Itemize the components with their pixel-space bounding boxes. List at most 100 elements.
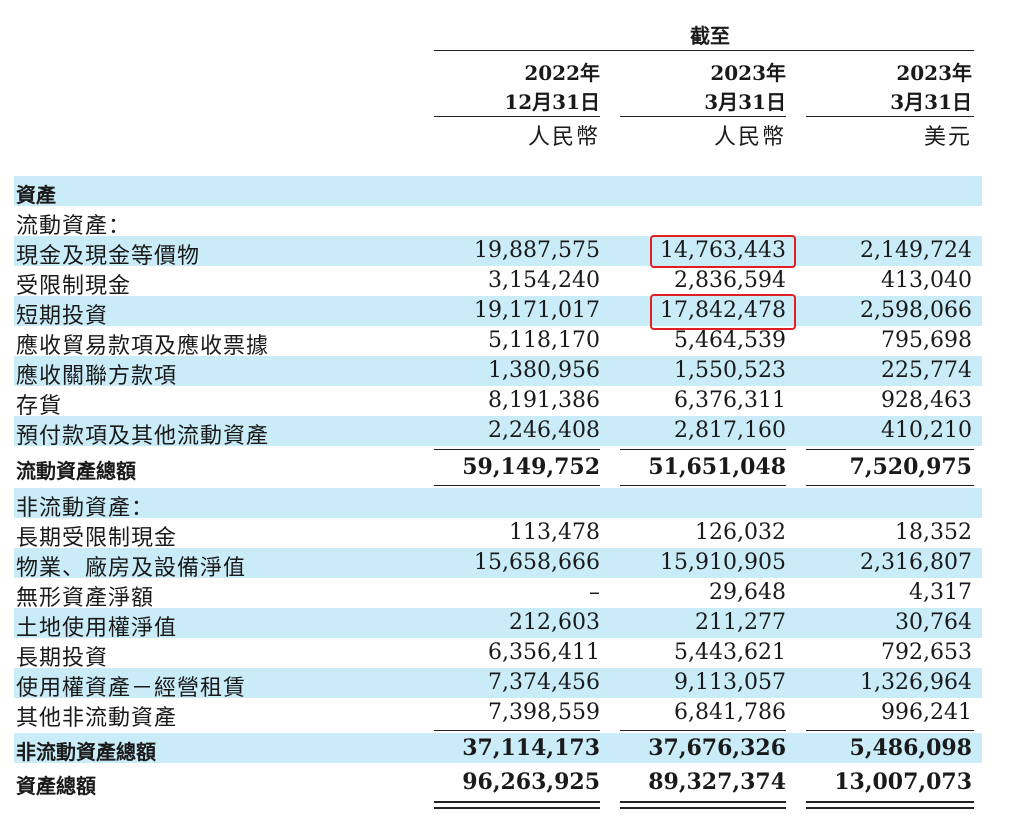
table-row: 長期投資 6,356,411 5,443,621 792,653 [14, 638, 982, 671]
row-value-2023-rmb: 51,651,048 [648, 454, 786, 480]
row-value-2023-usd: 13,007,073 [834, 769, 972, 795]
row-label: 物業、廠房及設備淨值 [16, 556, 247, 581]
row-value-2022: 19,887,575 [474, 238, 600, 263]
row-value-2023-rmb: 2,817,160 [674, 418, 786, 443]
row-label: 受限制現金 [16, 274, 132, 299]
total-double-rule-col3 [806, 801, 974, 809]
col3-header-rule [806, 116, 974, 117]
row-value-2023-usd: 225,774 [881, 358, 972, 383]
row-value-2023-usd: 5,486,098 [849, 735, 972, 761]
row-label: 非流動資產： [16, 496, 155, 521]
row-value-2022: 212,603 [509, 610, 600, 635]
subtotal-rule-col3 [806, 449, 974, 450]
total-double-rule-col2 [620, 801, 786, 809]
col2-year: 2023年 [710, 61, 786, 85]
table-row: 存貨 8,191,386 6,376,311 928,463 [14, 386, 982, 419]
row-value-2022: – [589, 580, 600, 605]
table-row: 物業、廠房及設備淨值 15,658,666 15,910,905 2,316,8… [14, 548, 982, 581]
noncurrent-rule-col1 [434, 730, 600, 731]
row-label: 應收貿易款項及應收票據 [16, 334, 270, 359]
period-underline [434, 50, 974, 51]
col1-header-rule [434, 116, 600, 117]
subtotal-bottom-rule-col3 [806, 485, 974, 486]
row-label: 資產 [16, 183, 56, 207]
subtotal-rule-col1 [434, 449, 600, 450]
table-row: 其他非流動資產 7,398,559 6,841,786 996,241 [14, 698, 982, 731]
row-label: 存貨 [16, 394, 63, 419]
subtotal-rule-col2 [620, 449, 786, 450]
row-value-2023-usd: 795,698 [881, 328, 972, 353]
row-label: 應收關聯方款項 [16, 364, 178, 389]
row-value-2023-rmb: 6,841,786 [674, 700, 786, 725]
row-value-2022: 1,380,956 [488, 358, 600, 383]
row-value-2023-usd: 2,598,066 [860, 298, 972, 323]
row-value-2023-rmb: 89,327,374 [648, 769, 786, 795]
table-row: 使用權資產－經營租賃 7,374,456 9,113,057 1,326,964 [14, 668, 982, 701]
col1-currency: 人民幣 [527, 125, 600, 150]
table-row: 土地使用權淨值 212,603 211,277 30,764 [14, 608, 982, 641]
row-value-2023-rmb: 6,376,311 [674, 388, 786, 413]
col2-currency: 人民幣 [713, 125, 786, 150]
row-label: 長期投資 [16, 646, 109, 671]
noncurrent-rule-col2 [620, 730, 786, 731]
table-row: 短期投資 19,171,017 17,842,478 2,598,066 [14, 296, 982, 329]
col3-date: 3月31日 [890, 90, 972, 114]
row-value-2023-usd: 792,653 [881, 640, 972, 665]
table-row: 流動資產： [14, 206, 982, 239]
row-value-2023-usd: 2,316,807 [860, 550, 972, 575]
row-label: 預付款項及其他流動資產 [16, 424, 270, 449]
row-value-2023-rmb: 17,842,478 [660, 298, 786, 323]
row-value-2023-usd: 928,463 [881, 388, 972, 413]
row-value-2023-rmb: 37,676,326 [648, 735, 786, 761]
row-label: 非流動資產總額 [16, 740, 156, 764]
row-value-2022: 7,374,456 [488, 670, 600, 695]
row-label: 流動資產總額 [16, 459, 136, 483]
row-value-2022: 59,149,752 [462, 454, 600, 480]
period-header: 截至 [690, 24, 730, 48]
row-value-2022: 5,118,170 [488, 328, 600, 353]
row-value-2023-rmb: 5,464,539 [674, 328, 786, 353]
row-value-2023-rmb: 126,032 [695, 520, 786, 545]
row-value-2022: 37,114,173 [462, 735, 600, 761]
row-value-2023-rmb: 29,648 [709, 580, 786, 605]
row-label: 土地使用權淨值 [16, 616, 178, 641]
row-value-2022: 15,658,666 [474, 550, 600, 575]
row-value-2022: 6,356,411 [488, 640, 600, 665]
row-value-2022: 19,171,017 [474, 298, 600, 323]
row-label: 長期受限制現金 [16, 526, 178, 551]
subtotal-bottom-rule-col1 [434, 485, 600, 486]
highlight-box-short-term-investments [650, 294, 796, 330]
col1-year: 2022年 [524, 61, 600, 85]
row-value-2023-rmb: 9,113,057 [674, 670, 786, 695]
subtotal-bottom-rule-col2 [620, 485, 786, 486]
row-value-2023-usd: 996,241 [881, 700, 972, 725]
row-value-2023-rmb: 5,443,621 [674, 640, 786, 665]
table-row: 應收貿易款項及應收票據 5,118,170 5,464,539 795,698 [14, 326, 982, 359]
table-row: 非流動資產： [14, 488, 982, 521]
row-label: 短期投資 [16, 304, 109, 329]
row-value-2023-usd: 30,764 [895, 610, 972, 635]
table-row-subtotal: 流動資產總額 59,149,752 51,651,048 7,520,975 [14, 452, 982, 483]
table-row: 長期受限制現金 113,478 126,032 18,352 [14, 518, 982, 551]
row-label: 使用權資產－經營租賃 [16, 676, 247, 701]
row-value-2022: 96,263,925 [462, 769, 600, 795]
table-row-total: 資產總額 96,263,925 89,327,374 13,007,073 [14, 767, 982, 798]
row-label: 現金及現金等價物 [16, 244, 201, 269]
row-value-2023-usd: 2,149,724 [860, 238, 972, 263]
row-label: 其他非流動資產 [16, 706, 178, 731]
row-label: 流動資產： [16, 214, 132, 239]
table-row: 受限制現金 3,154,240 2,836,594 413,040 [14, 266, 982, 299]
table-row: 現金及現金等價物 19,887,575 14,763,443 2,149,724 [14, 236, 982, 269]
row-value-2022: 7,398,559 [488, 700, 600, 725]
row-value-2022: 113,478 [509, 520, 600, 545]
row-value-2023-usd: 413,040 [881, 268, 972, 293]
row-label: 無形資產淨額 [16, 586, 155, 611]
row-value-2023-usd: 1,326,964 [860, 670, 972, 695]
row-value-2023-rmb: 14,763,443 [660, 238, 786, 263]
row-value-2023-usd: 410,210 [881, 418, 972, 443]
row-value-2023-usd: 18,352 [895, 520, 972, 545]
row-value-2023-rmb: 1,550,523 [674, 358, 786, 383]
table-row: 應收關聯方款項 1,380,956 1,550,523 225,774 [14, 356, 982, 389]
col2-header-rule [620, 116, 786, 117]
